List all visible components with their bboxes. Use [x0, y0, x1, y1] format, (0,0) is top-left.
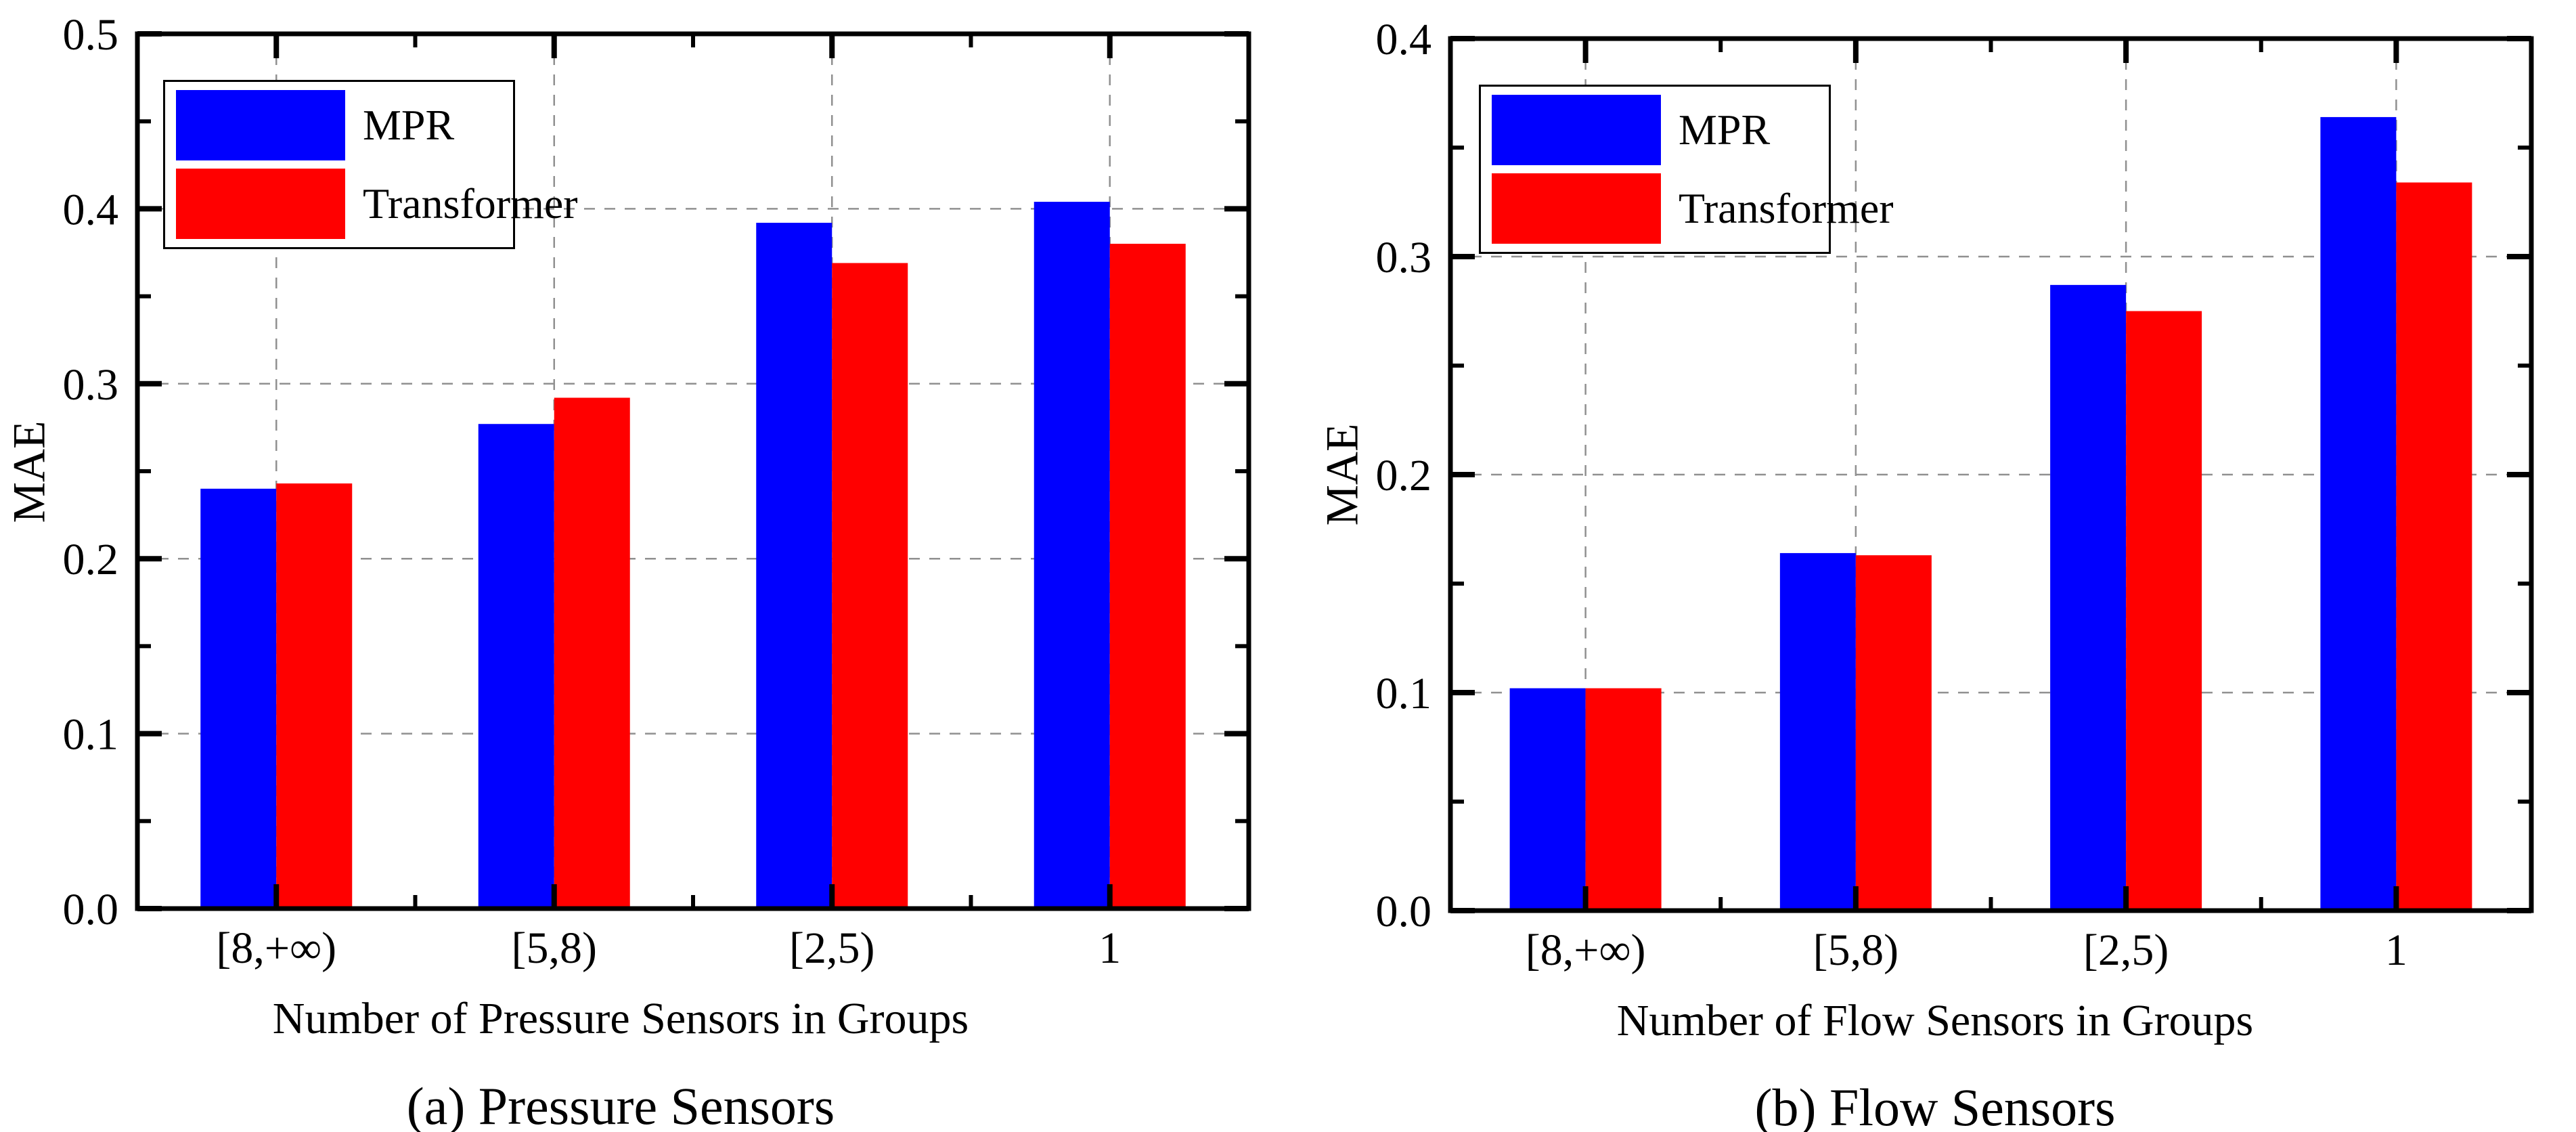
y-tick-label: 0.3	[63, 360, 119, 410]
bar-mpr-0	[1509, 688, 1586, 911]
y-tick-label: 0.2	[63, 535, 119, 584]
x-tick-label: 1	[2385, 926, 2407, 975]
pressure-y-axis-title: MAE	[3, 420, 55, 523]
y-tick-label: 0.4	[63, 185, 119, 234]
x-tick-label: [5,8)	[512, 923, 597, 973]
legend-entry-mpr: MPR	[176, 90, 502, 160]
pressure-x-axis-title: Number of Pressure Sensors in Groups	[272, 994, 969, 1043]
transformer-swatch	[176, 169, 345, 239]
y-tick-label: 0.0	[1376, 887, 1432, 936]
bar-transformer-3	[1109, 244, 1186, 909]
bar-transformer-1	[1855, 555, 1932, 911]
legend-entry-transformer: Transformer	[176, 169, 578, 239]
x-tick-label: [2,5)	[2083, 926, 2169, 975]
y-tick-label: 0.5	[63, 10, 119, 60]
pressure-legend: MPR Transformer	[163, 80, 578, 249]
transformer-legend-label: Transformer	[1679, 184, 1894, 232]
x-tick-label: [2,5)	[789, 923, 874, 973]
y-tick-label: 0.2	[1376, 451, 1432, 500]
legend-entry-mpr: MPR	[1492, 95, 1818, 165]
bar-mpr-3	[1034, 202, 1110, 909]
flow-caption: (b) Flow Sensors	[1754, 1078, 2116, 1132]
x-tick-label: 1	[1098, 923, 1121, 973]
y-tick-label: 0.0	[63, 885, 119, 934]
bar-transformer-2	[832, 263, 908, 909]
legend-entry-transformer: Transformer	[1492, 173, 1894, 244]
flow-y-axis-title: MAE	[1316, 423, 1368, 526]
bar-transformer-2	[2126, 311, 2202, 911]
transformer-swatch	[1492, 173, 1661, 244]
mpr-swatch	[176, 90, 345, 160]
bar-mpr-1	[478, 424, 554, 909]
mpr-legend-label: MPR	[363, 101, 455, 149]
x-tick-label: [8,+∞)	[216, 923, 336, 973]
bar-mpr-1	[1779, 552, 1856, 911]
bar-mpr-0	[200, 488, 277, 909]
y-tick-label: 0.3	[1376, 233, 1432, 282]
y-tick-label: 0.4	[1376, 15, 1432, 64]
flow-legend: MPR Transformer	[1479, 85, 1894, 254]
mpr-legend-label: MPR	[1679, 106, 1771, 154]
y-tick-label: 0.1	[1376, 669, 1432, 718]
flow-x-axis-title: Number of Flow Sensors in Groups	[1616, 996, 2254, 1045]
bar-transformer-1	[554, 397, 630, 909]
x-tick-label: [5,8)	[1813, 926, 1898, 975]
bar-transformer-0	[276, 483, 353, 909]
bar-transformer-3	[2396, 182, 2472, 911]
mpr-swatch	[1492, 95, 1661, 165]
x-tick-label: [8,+∞)	[1526, 926, 1646, 975]
pressure-caption: (a) Pressure Sensors	[406, 1076, 835, 1132]
transformer-legend-label: Transformer	[363, 179, 578, 227]
bar-mpr-2	[756, 223, 832, 909]
bar-mpr-2	[2050, 284, 2127, 911]
y-tick-label: 0.1	[63, 710, 119, 760]
bar-transformer-0	[1585, 688, 1662, 911]
bar-mpr-3	[2320, 116, 2397, 911]
